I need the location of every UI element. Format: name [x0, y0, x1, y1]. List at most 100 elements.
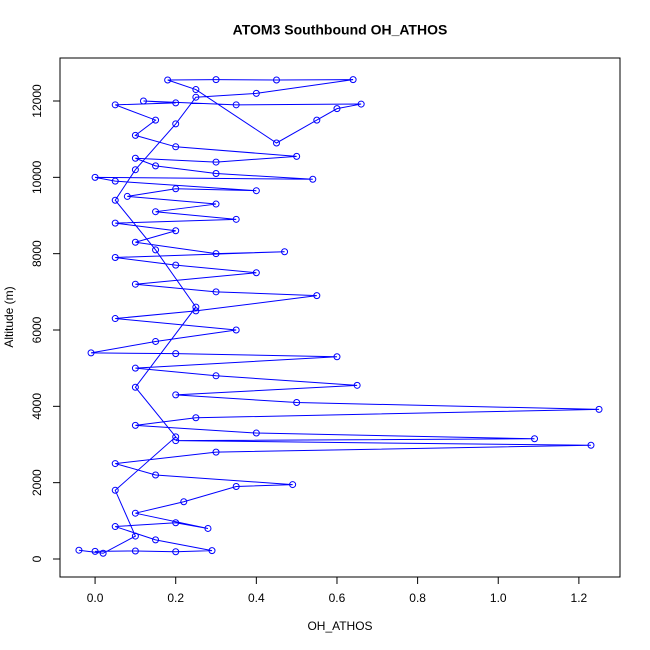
data-point — [123, 192, 131, 200]
data-point — [131, 166, 139, 174]
data-point — [309, 175, 317, 183]
data-point — [204, 524, 212, 532]
data-point — [152, 116, 160, 124]
data-point — [313, 292, 321, 300]
data-point — [212, 448, 220, 456]
data-point — [111, 177, 119, 185]
data-point — [111, 486, 119, 494]
y-tick-label: 4000 — [30, 393, 44, 420]
data-point — [131, 280, 139, 288]
y-tick-label: 6000 — [30, 316, 44, 343]
data-point — [252, 429, 260, 437]
data-point — [131, 532, 139, 540]
data-point — [232, 482, 240, 490]
data-point — [111, 196, 119, 204]
data-point — [353, 381, 361, 389]
y-axis-label: Altitude (m) — [2, 286, 16, 347]
data-point — [131, 131, 139, 139]
x-tick-label: 1.0 — [490, 591, 507, 605]
data-point — [139, 97, 147, 105]
data-point — [152, 337, 160, 345]
data-point — [232, 101, 240, 109]
data-point — [131, 421, 139, 429]
data-point — [531, 435, 539, 443]
data-point — [131, 364, 139, 372]
data-point — [192, 303, 200, 311]
data-point — [192, 93, 200, 101]
data-point — [192, 307, 200, 315]
data-point — [172, 227, 180, 235]
data-point — [152, 536, 160, 544]
data-point — [111, 315, 119, 323]
data-point — [212, 288, 220, 296]
data-point — [172, 519, 180, 527]
data-point — [252, 269, 260, 277]
data-point — [172, 261, 180, 269]
x-tick-label: 0.0 — [87, 591, 104, 605]
data-point — [172, 120, 180, 128]
x-tick-label: 1.2 — [571, 591, 588, 605]
data-point — [349, 76, 357, 84]
data-point — [212, 158, 220, 166]
data-point — [152, 208, 160, 216]
data-point — [91, 173, 99, 181]
data-point — [99, 549, 107, 557]
data-point — [172, 143, 180, 151]
data-point — [172, 437, 180, 445]
data-point — [131, 154, 139, 162]
data-point — [595, 405, 603, 413]
data-point — [333, 353, 341, 361]
data-point — [111, 523, 119, 531]
data-point — [212, 76, 220, 84]
x-tick-label: 0.2 — [167, 591, 184, 605]
y-tick-label: 12000 — [30, 84, 44, 118]
data-point — [111, 101, 119, 109]
data-line — [78, 79, 600, 554]
data-point — [273, 139, 281, 147]
data-point — [232, 326, 240, 334]
data-point — [152, 246, 160, 254]
data-point — [180, 498, 188, 506]
data-point — [252, 187, 260, 195]
x-tick-label: 0.6 — [329, 591, 346, 605]
plot-frame — [59, 57, 621, 578]
data-point — [172, 433, 180, 441]
data-point — [91, 547, 99, 555]
data-point — [212, 170, 220, 178]
x-axis-label: OH_ATHOS — [307, 619, 372, 633]
data-point — [75, 546, 83, 554]
data-point — [273, 76, 281, 84]
data-point — [212, 200, 220, 208]
data-point — [172, 99, 180, 107]
x-tick-label: 0.8 — [409, 591, 426, 605]
data-point — [293, 399, 301, 407]
data-point — [131, 547, 139, 555]
data-point — [212, 372, 220, 380]
data-point — [313, 116, 321, 124]
y-tick-label: 2000 — [30, 469, 44, 496]
data-point — [111, 253, 119, 261]
chart-title: ATOM3 Southbound OH_ATHOS — [233, 22, 448, 38]
data-point — [87, 349, 95, 357]
data-point — [111, 460, 119, 468]
data-point — [587, 441, 595, 449]
data-point — [208, 547, 216, 555]
data-point — [232, 215, 240, 223]
data-point — [111, 219, 119, 227]
data-point — [164, 76, 172, 84]
data-point — [192, 414, 200, 422]
data-point — [152, 471, 160, 479]
data-point — [281, 248, 289, 256]
y-tick-label: 8000 — [30, 240, 44, 267]
data-point — [152, 162, 160, 170]
data-point — [172, 185, 180, 193]
x-tick-label: 0.4 — [248, 591, 265, 605]
y-tick-label: 0 — [30, 555, 44, 562]
y-tick-label: 10000 — [30, 160, 44, 194]
data-point — [357, 100, 365, 108]
data-point — [131, 509, 139, 517]
data-point — [252, 89, 260, 97]
data-point — [131, 383, 139, 391]
